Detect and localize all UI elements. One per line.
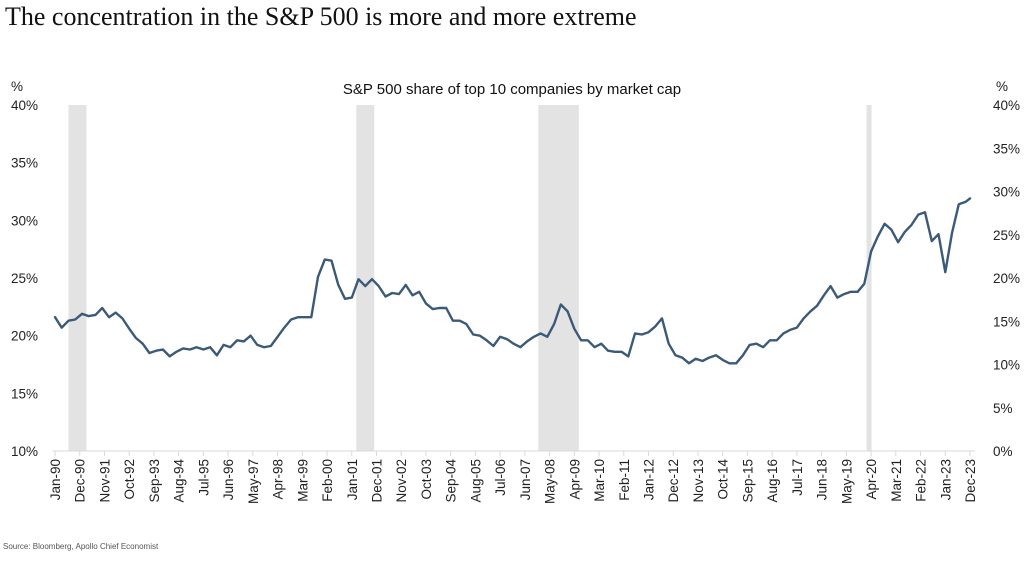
x-axis-tick-label: Mar-21 — [889, 459, 904, 502]
left-axis-tick-label: 20% — [11, 329, 38, 344]
x-axis-tick-label: Jul-17 — [790, 459, 805, 496]
x-axis-tick-label: Apr-09 — [567, 459, 582, 500]
x-axis-tick-label: Aug-16 — [765, 459, 780, 503]
x-axis-tick-label: Oct-03 — [419, 459, 434, 500]
recession-band — [538, 105, 579, 451]
x-axis-tick-label: May-97 — [246, 459, 261, 504]
left-axis-tick-label: 15% — [11, 386, 38, 401]
right-axis-tick-label: 15% — [993, 314, 1020, 329]
x-axis-tick-label: Feb-00 — [320, 459, 335, 502]
right-axis: 0% 5% 10% 15% 20% 25% 30% 35% 40% — [993, 98, 1020, 459]
left-axis-tick-label: 30% — [11, 213, 38, 228]
x-axis-tick-label: Apr-20 — [864, 459, 879, 500]
x-axis-tick-label: Nov-13 — [691, 459, 706, 503]
x-axis-tick-label: Jul-06 — [493, 459, 508, 496]
x-axis-tick-label: Apr-98 — [271, 459, 286, 500]
chart-title: S&P 500 share of top 10 companies by mar… — [343, 81, 681, 98]
source-note: Source: Bloomberg, Apollo Chief Economis… — [3, 542, 159, 551]
right-axis-tick-label: 0% — [993, 444, 1013, 459]
right-axis-tick-label: 30% — [993, 185, 1020, 200]
x-axis-tick-label: Aug-94 — [172, 459, 187, 503]
right-axis-tick-label: 5% — [993, 401, 1013, 416]
x-axis-tick-label: Nov-02 — [394, 459, 409, 503]
x-axis-tick-label: Feb-22 — [914, 459, 929, 502]
x-axis-tick-label: Dec-90 — [73, 459, 88, 503]
left-axis-tick-label: 10% — [11, 444, 38, 459]
right-axis-tick-label: 40% — [993, 98, 1020, 113]
x-axis-tick-label: Oct-14 — [716, 459, 731, 500]
x-axis-tick-label: Jun-96 — [221, 459, 236, 500]
x-axis-tick-label: May-08 — [543, 459, 558, 504]
series-lines — [53, 197, 972, 365]
recession-band — [866, 105, 872, 451]
x-axis-tick-label: Jan-23 — [938, 459, 953, 500]
page-title: The concentration in the S&P 500 is more… — [5, 2, 637, 31]
recession-band — [68, 105, 87, 451]
x-axis-tick-label: Jan-90 — [48, 459, 63, 500]
right-axis-unit-label: % — [996, 79, 1008, 94]
series-line — [53, 197, 972, 365]
recession-bands — [68, 105, 872, 451]
x-axis-tick-label: Mar-10 — [592, 459, 607, 502]
right-axis-tick-label: 10% — [993, 358, 1020, 373]
right-axis-tick-label: 25% — [993, 228, 1020, 243]
x-axis-tick-label: Sep-04 — [444, 459, 459, 503]
x-axis-tick-label: Dec-01 — [369, 459, 384, 503]
recession-band — [356, 105, 375, 451]
x-axis-tick-label: Mar-99 — [295, 459, 310, 502]
x-axis-tick-label: Sep-15 — [740, 459, 755, 503]
x-axis-tick-label: Dec-23 — [963, 459, 978, 503]
left-axis: 10% 15% 20% 25% 30% 35% 40% — [11, 98, 38, 459]
left-axis-tick-label: 35% — [11, 156, 38, 171]
x-axis-tick-label: Feb-11 — [617, 459, 632, 501]
x-axis-tick-label: Jun-07 — [518, 459, 533, 500]
x-axis-tick-label: Nov-91 — [97, 459, 112, 503]
x-axis-tick-label: Jun-18 — [815, 459, 830, 500]
right-axis-tick-label: 35% — [993, 141, 1020, 156]
x-axis-tick-label: Jan-12 — [642, 459, 657, 500]
x-axis-tick-label: May-19 — [839, 459, 854, 504]
x-axis-tick-label: Aug-05 — [468, 459, 483, 503]
x-axis-tick-label: Sep-93 — [147, 459, 162, 503]
left-axis-tick-label: 25% — [11, 271, 38, 286]
right-axis-tick-label: 20% — [993, 271, 1020, 286]
x-axis-tick-label: Dec-12 — [666, 459, 681, 503]
x-axis: Jan-90 Dec-90 Nov-91 Oct-92 Sep-93 Aug-94 Jul-… — [48, 451, 978, 504]
x-axis-tick-label: Jul-95 — [196, 459, 211, 496]
left-axis-unit-label: % — [11, 79, 23, 94]
x-axis-tick-label: Oct-92 — [122, 459, 137, 500]
left-axis-tick-label: 40% — [11, 98, 38, 113]
x-axis-tick-label: Jan-01 — [345, 459, 360, 500]
